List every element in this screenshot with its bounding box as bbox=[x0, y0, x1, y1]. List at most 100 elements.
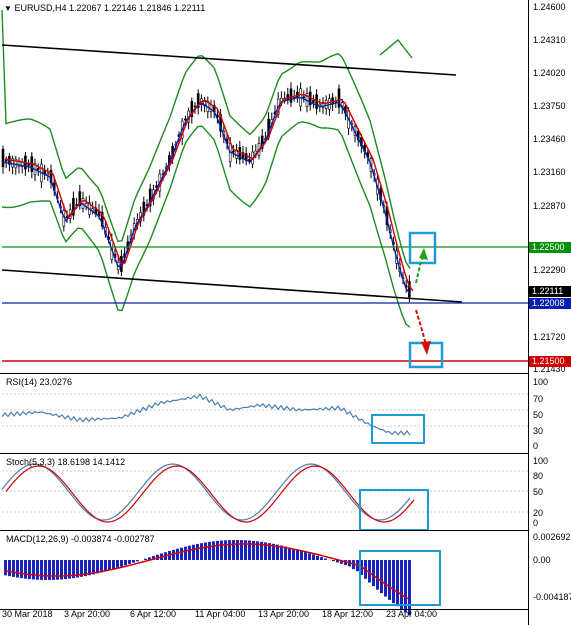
bollinger-upper-band bbox=[1, 9, 411, 269]
macd-histogram-bar bbox=[408, 560, 411, 616]
macd-histogram-bar bbox=[196, 543, 199, 560]
macd-histogram-bar bbox=[4, 560, 7, 576]
level-price-tag: 1.22008 bbox=[529, 298, 571, 309]
macd-histogram-bar bbox=[40, 560, 43, 580]
macd-histogram-bar bbox=[336, 560, 339, 563]
time-label: 3 Apr 20:00 bbox=[64, 609, 111, 619]
macd-histogram-bar bbox=[276, 544, 279, 560]
candle-body bbox=[1, 148, 5, 168]
macd-histogram-bar bbox=[296, 549, 299, 560]
rsi-line bbox=[1, 393, 411, 436]
candle-body bbox=[289, 88, 293, 103]
macd-histogram-bar bbox=[200, 543, 203, 560]
candle-body bbox=[100, 212, 104, 227]
macd-histogram-bar bbox=[204, 542, 207, 560]
macd-histogram-bar bbox=[100, 560, 103, 573]
macd-histogram-bar bbox=[48, 560, 51, 580]
macd-histogram-bar bbox=[308, 553, 311, 560]
rsi-tick: 50 bbox=[533, 410, 544, 420]
macd-histogram-bar bbox=[36, 560, 39, 580]
bollinger-lower-band bbox=[1, 121, 411, 328]
macd-histogram-bar bbox=[304, 552, 307, 560]
macd-pane[interactable] bbox=[0, 530, 528, 610]
rsi-pane[interactable] bbox=[0, 373, 528, 454]
macd-header: MACD(12,26,9) -0.003874 -0.002787 bbox=[6, 534, 155, 544]
rsi-tick: 70 bbox=[533, 394, 544, 404]
price-tick: 1.21720 bbox=[533, 332, 566, 342]
macd-histogram-bar bbox=[76, 560, 79, 578]
macd-histogram-bar bbox=[120, 560, 123, 567]
lower-trendline bbox=[1, 269, 463, 303]
price-tick: 1.24310 bbox=[533, 35, 566, 45]
rsi-header: RSI(14) 23.0276 bbox=[6, 377, 73, 387]
macd-histogram-bar bbox=[16, 560, 19, 578]
stochastic-pane[interactable] bbox=[0, 453, 528, 531]
dropdown-triangle-icon[interactable]: ▼ bbox=[4, 4, 12, 13]
candle-body bbox=[14, 158, 18, 169]
macd-histogram-bar bbox=[368, 560, 371, 583]
macd-highlight-box bbox=[359, 550, 441, 606]
macd-histogram-bar bbox=[128, 560, 131, 564]
macd-histogram-bar bbox=[384, 560, 387, 597]
macd-histogram-bar bbox=[72, 560, 75, 579]
macd-histogram-bar bbox=[144, 558, 147, 560]
macd-histogram-bar bbox=[212, 541, 215, 560]
macd-histogram-bar bbox=[136, 560, 139, 562]
macd-histogram-bar bbox=[12, 560, 15, 577]
candle-body bbox=[46, 173, 50, 176]
price-tick: 1.24600 bbox=[533, 2, 566, 12]
macd-histogram-bar bbox=[80, 560, 83, 577]
symbol-info: EURUSD,H4 1.22067 1.22146 1.21846 1.2211… bbox=[14, 3, 206, 13]
price-tick: 1.22870 bbox=[533, 201, 566, 211]
macd-histogram-bar bbox=[268, 543, 271, 560]
macd-histogram-bar bbox=[32, 560, 35, 580]
candle-body bbox=[11, 158, 14, 168]
macd-signal-line bbox=[3, 543, 409, 600]
time-label: 13 Apr 20:00 bbox=[258, 609, 310, 619]
candle-body bbox=[232, 150, 235, 153]
macd-histogram-bar bbox=[260, 541, 263, 560]
candle-body bbox=[72, 197, 75, 216]
macd-histogram-bar bbox=[256, 541, 259, 560]
macd-histogram-bar bbox=[24, 560, 27, 579]
rsi-tick: 30 bbox=[533, 426, 544, 436]
macd-histogram-bar bbox=[116, 560, 119, 568]
macd-histogram-bar bbox=[380, 560, 383, 594]
candle-body bbox=[190, 101, 194, 118]
macd-histogram-bar bbox=[152, 556, 155, 560]
macd-histogram-bar bbox=[340, 560, 343, 564]
macd-histogram-bar bbox=[272, 543, 275, 560]
up-arrow-head bbox=[419, 248, 428, 260]
macd-histogram-bar bbox=[44, 560, 47, 580]
macd-histogram-bar bbox=[280, 545, 283, 560]
stoch-tick: 80 bbox=[533, 471, 544, 481]
rsi-tick: 100 bbox=[533, 377, 549, 387]
macd-histogram-bar bbox=[112, 560, 115, 569]
macd-histogram-bar bbox=[252, 540, 255, 560]
candle-body bbox=[36, 168, 40, 170]
macd-histogram-bar bbox=[392, 560, 395, 604]
candle-body bbox=[337, 88, 341, 108]
stoch-tick: 0 bbox=[533, 518, 539, 528]
candle-body bbox=[408, 281, 411, 298]
price-pane[interactable] bbox=[0, 0, 528, 373]
stoch-tick: 50 bbox=[533, 487, 544, 497]
macd-histogram-bar bbox=[240, 540, 243, 560]
macd-histogram-bar bbox=[148, 557, 151, 560]
macd-histogram-bar bbox=[284, 546, 287, 560]
macd-histogram-bar bbox=[316, 555, 319, 560]
red-moving-average bbox=[4, 93, 414, 292]
macd-histogram-bar bbox=[88, 560, 91, 576]
price-axis bbox=[528, 0, 571, 625]
macd-histogram-bar bbox=[8, 560, 11, 577]
target-price-tag: 1.21500 bbox=[529, 356, 571, 367]
symbol-header: ▼ EURUSD,H4 1.22067 1.22146 1.21846 1.22… bbox=[4, 3, 205, 13]
candle-body bbox=[302, 96, 306, 98]
macd-histogram-bar bbox=[216, 540, 219, 560]
macd-histogram-bar bbox=[56, 560, 59, 580]
stoch-header: Stoch(5,3,3) 18.6198 14.1412 bbox=[6, 457, 126, 467]
macd-histogram-bar bbox=[244, 540, 247, 560]
macd-histogram-bar bbox=[228, 540, 231, 560]
macd-histogram-bar bbox=[52, 560, 55, 580]
macd-tick: -0.004187 bbox=[533, 592, 571, 602]
